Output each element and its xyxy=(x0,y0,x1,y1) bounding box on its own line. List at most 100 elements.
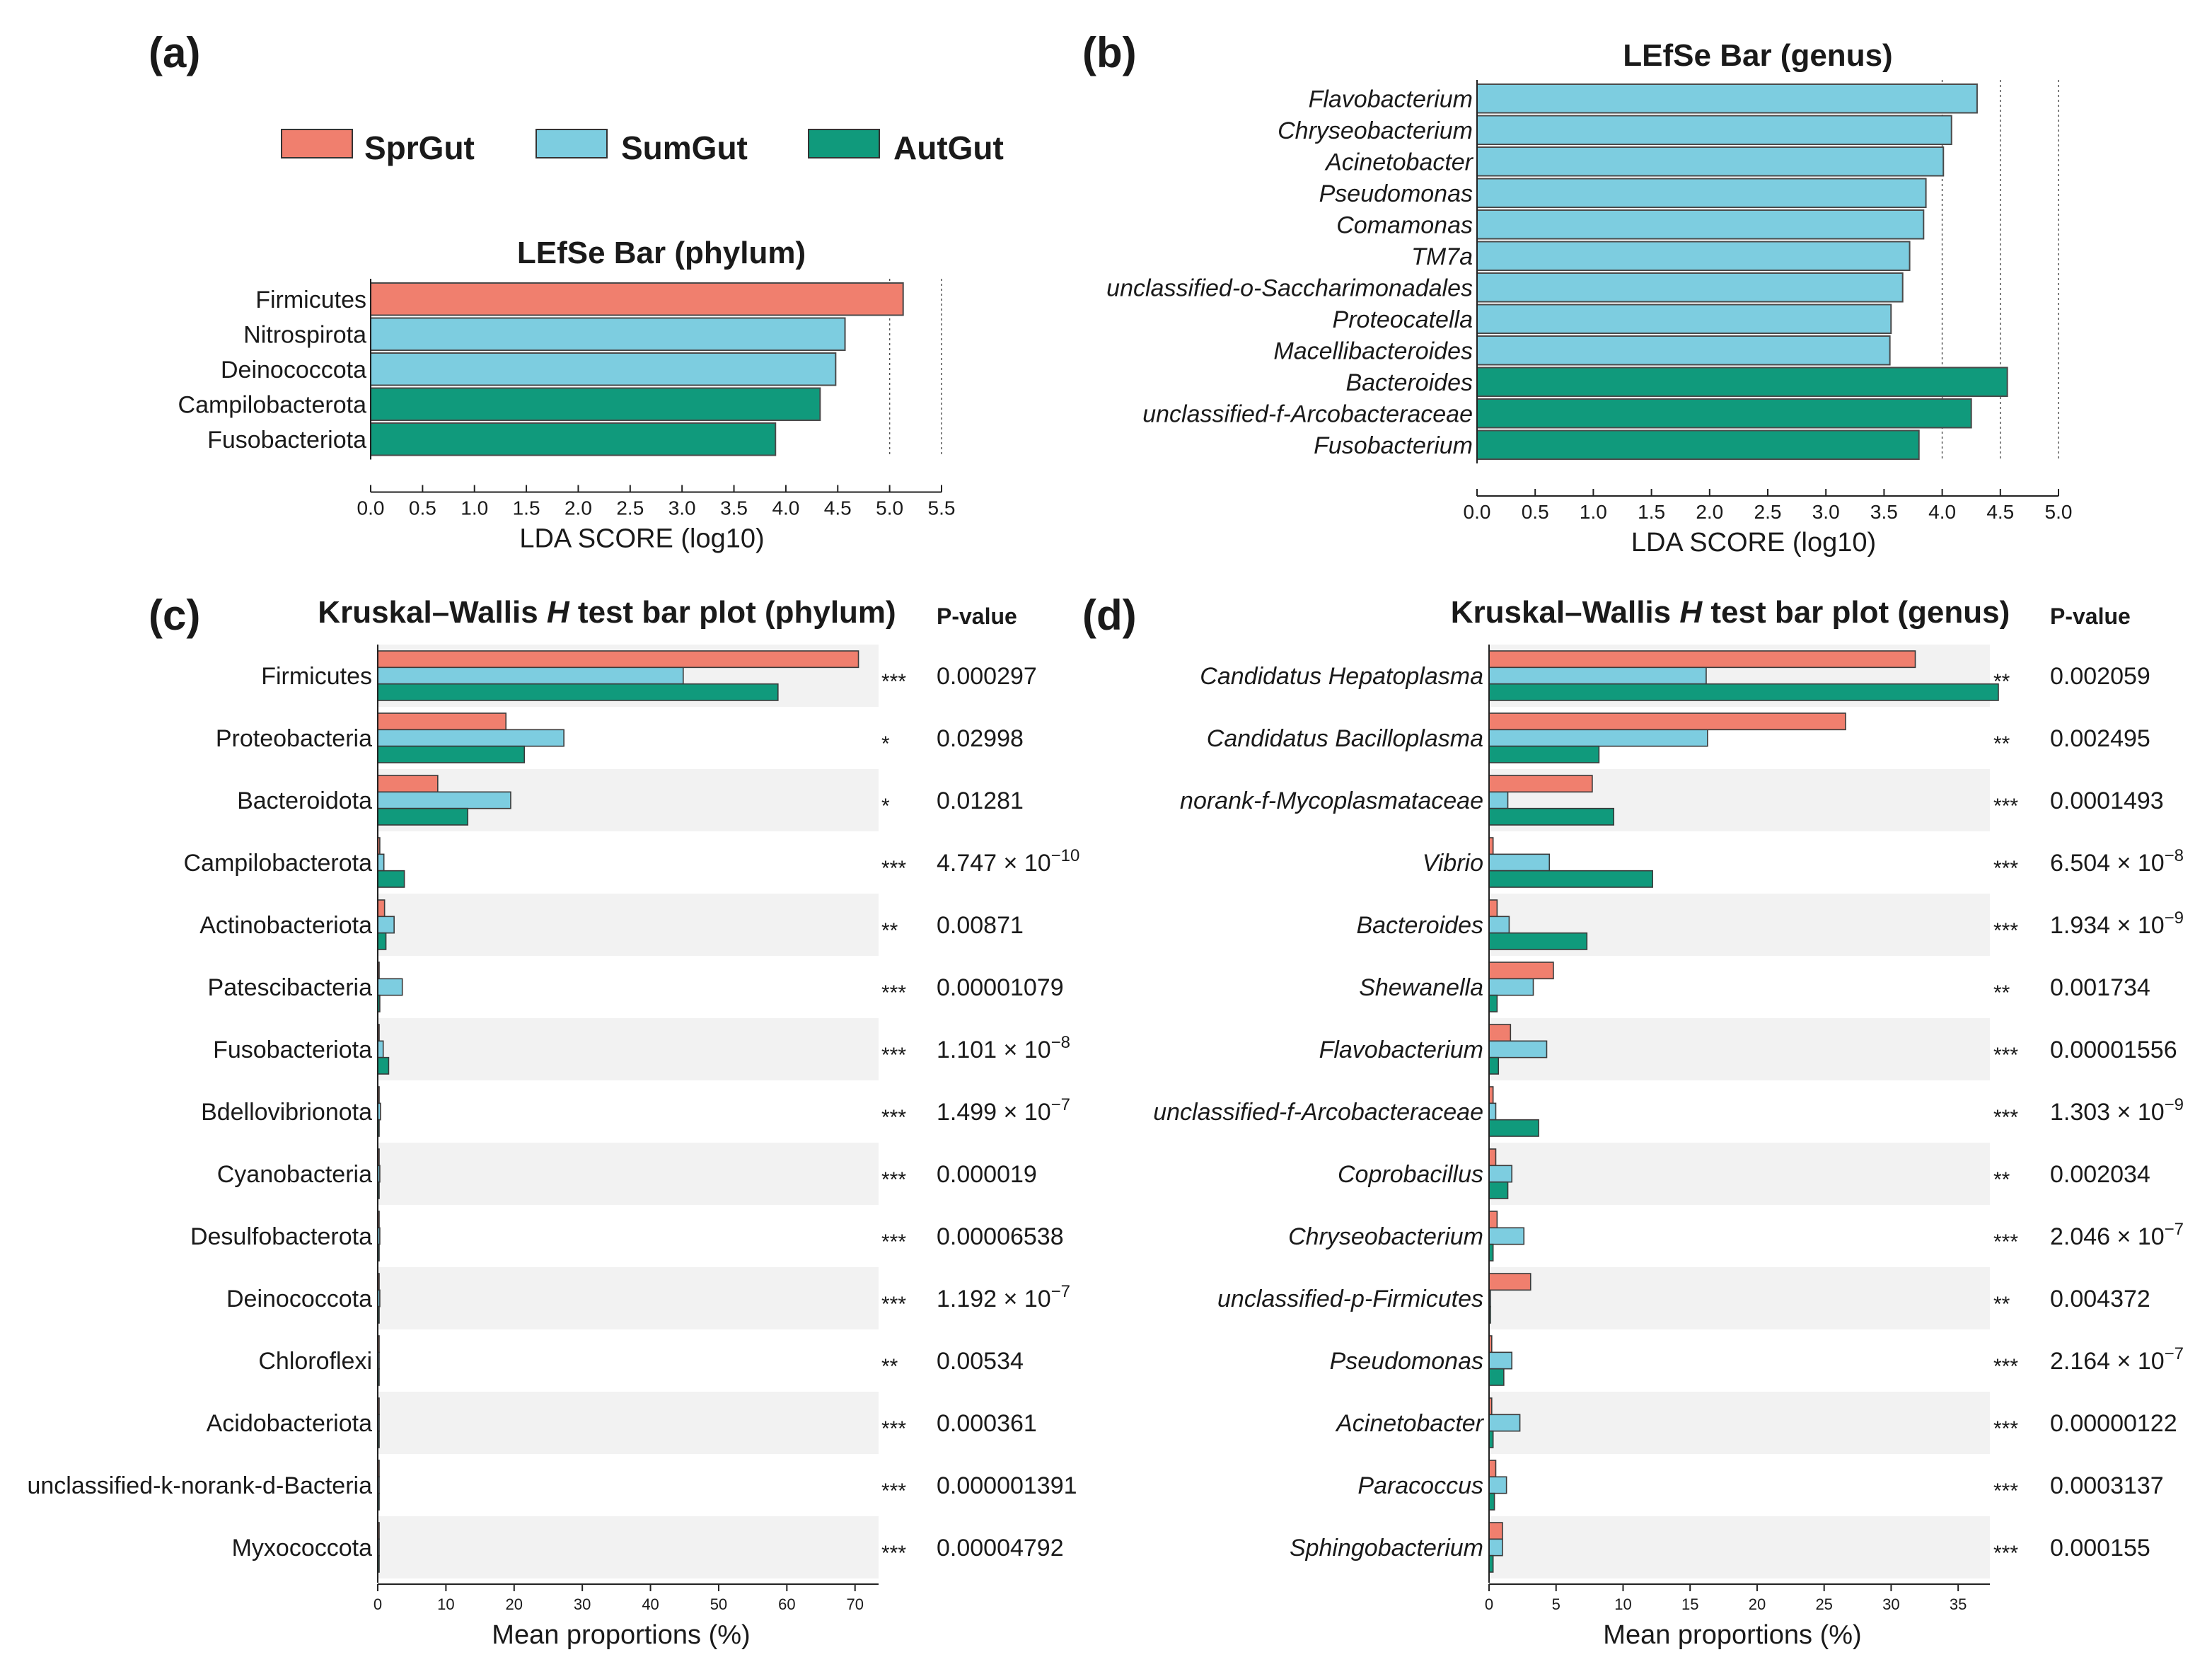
category-label: Sphingobacterium xyxy=(1290,1535,1483,1562)
pvalue-text: 0.000019 xyxy=(937,1161,1037,1188)
category-label: Patescibacteria xyxy=(208,974,373,1001)
bar-fusobacterium xyxy=(1476,429,1920,460)
category-label: unclassified-k-norank-d-Bacteria xyxy=(27,1472,372,1499)
bar-sphingobacterium-sprgut xyxy=(1488,1522,1503,1540)
x-tick-label: 3.5 xyxy=(720,497,748,519)
pvalue-text: 0.002495 xyxy=(2050,725,2150,752)
x-tick-label: 50 xyxy=(710,1595,727,1613)
category-label: TM7a xyxy=(1411,243,1473,270)
bar-shewanella-sumgut xyxy=(1488,978,1534,996)
category-label: Flavobacterium xyxy=(1309,86,1473,112)
category-label: Candidatus Hepatoplasma xyxy=(1200,663,1483,690)
panel-b-label: (b) xyxy=(1082,29,1137,76)
bar-proteocatella xyxy=(1476,304,1892,334)
bar-bacteroidota-sprgut xyxy=(377,775,439,793)
x-tick-label: 0 xyxy=(1485,1595,1493,1613)
x-tick-label: 0.5 xyxy=(409,497,436,519)
kruskal-phylum-chart: Kruskal–Wallis H test bar plot (phylum) P… xyxy=(27,595,1079,1650)
bar-pseudomonas-sumgut xyxy=(1488,1351,1513,1370)
bar-pseudomonas xyxy=(1476,178,1927,208)
category-label: Fusobacteriota xyxy=(213,1037,372,1063)
bar-acinetobacter-sumgut xyxy=(1488,1414,1521,1432)
x-tick-label: 5.5 xyxy=(928,497,956,519)
significance-stars: *** xyxy=(1993,1417,2018,1441)
bar-tm7a xyxy=(1476,241,1911,271)
category-label: Chloroflexi xyxy=(258,1348,372,1375)
significance-stars: *** xyxy=(1993,1044,2018,1067)
significance-stars: ** xyxy=(1993,670,2010,693)
x-tick-label: 1.5 xyxy=(1638,501,1665,523)
category-label: Proteocatella xyxy=(1333,306,1473,333)
pvalue-text: 0.002059 xyxy=(2050,663,2150,690)
row-stripe xyxy=(1489,1018,1990,1080)
row-stripe xyxy=(1489,1143,1990,1205)
x-tick-label: 15 xyxy=(1681,1595,1698,1613)
bar-bacteroidota-autgut xyxy=(377,807,469,826)
row-stripe xyxy=(1489,1392,1990,1454)
bar-campilobacterota-sumgut xyxy=(377,853,385,872)
row-stripe xyxy=(378,1392,879,1454)
row-stripe xyxy=(378,1267,879,1329)
significance-stars: *** xyxy=(881,1542,906,1565)
pvalue-text: 0.00004792 xyxy=(937,1535,1064,1562)
category-label: norank-f-Mycoplasmataceae xyxy=(1180,787,1483,814)
bar-fusobacteriota xyxy=(370,422,777,456)
pvalue-text: 1.499 × 10−7 xyxy=(937,1095,1070,1126)
category-label: Actinobacteriota xyxy=(199,912,372,939)
bar-firmicutes-sprgut xyxy=(377,650,859,669)
x-tick-label: 2.5 xyxy=(1754,501,1782,523)
x-tick-label: 0.5 xyxy=(1522,501,1549,523)
category-label: Acinetobacter xyxy=(1335,1410,1485,1437)
pvalue-text: 0.001734 xyxy=(2050,974,2150,1001)
significance-stars: *** xyxy=(1993,1230,2018,1254)
bar-coprobacillus-sumgut xyxy=(1488,1165,1513,1183)
bar-campilobacterota xyxy=(370,387,821,421)
x-tick-label: 5.0 xyxy=(2045,501,2073,523)
bar-firmicutes xyxy=(370,282,904,316)
category-label: Shewanella xyxy=(1359,974,1483,1001)
bar-unclassified-f-arcobacteraceae-autgut xyxy=(1488,1119,1539,1137)
bar-candidatus-hepatoplasma-sprgut xyxy=(1488,650,1916,669)
category-label: Proteobacteria xyxy=(216,725,372,752)
pvalue-text: 1.303 × 10−9 xyxy=(2050,1095,2184,1126)
x-tick-label: 1.0 xyxy=(1580,501,1607,523)
pvalue-text: 2.046 × 10−7 xyxy=(2050,1220,2184,1250)
bar-unclassified-f-arcobacteraceae xyxy=(1476,398,1972,429)
bar-acinetobacter xyxy=(1476,146,1945,177)
pvalue-text: 4.747 × 10−10 xyxy=(937,846,1079,877)
bar-norank-f-mycoplasmataceae-sumgut xyxy=(1488,791,1509,809)
significance-stars: *** xyxy=(1993,1106,2018,1129)
bar-bacteroides xyxy=(1476,366,2008,397)
x-tick-label: 20 xyxy=(1749,1595,1766,1613)
category-label: Bacteroides xyxy=(1356,912,1483,939)
bar-pseudomonas-autgut xyxy=(1488,1368,1505,1386)
legend-swatch-sumgut xyxy=(535,129,608,158)
bar-chryseobacterium-sumgut xyxy=(1488,1227,1525,1245)
pvalue-text: 2.164 × 10−7 xyxy=(2050,1344,2184,1375)
category-label: unclassified-f-Arcobacteraceae xyxy=(1153,1099,1483,1126)
pvalue-header: P-value xyxy=(937,604,1017,629)
bar-flavobacterium xyxy=(1476,83,1978,114)
pvalue-text: 0.00000122 xyxy=(2050,1410,2177,1437)
x-axis-title: Mean proportions (%) xyxy=(1603,1620,1861,1650)
category-label: Fusobacteriota xyxy=(207,427,366,454)
significance-stars: *** xyxy=(881,1230,906,1254)
row-stripe xyxy=(378,894,879,956)
significance-stars: ** xyxy=(1993,1293,2010,1316)
x-tick-label: 70 xyxy=(846,1595,863,1613)
x-tick-label: 30 xyxy=(1882,1595,1899,1613)
x-tick-label: 4.5 xyxy=(824,497,852,519)
pvalue-text: 0.00001079 xyxy=(937,974,1064,1001)
bar-actinobacteriota-sumgut xyxy=(377,916,395,934)
chart-title: Kruskal–Wallis H test bar plot (phylum) xyxy=(318,595,896,630)
category-label: Myxococcota xyxy=(232,1535,372,1562)
category-label: unclassified-f-Arcobacteraceae xyxy=(1142,400,1473,427)
bar-coprobacillus-autgut xyxy=(1488,1181,1509,1199)
bar-proteobacteria-sumgut xyxy=(377,729,564,747)
x-tick-label: 0 xyxy=(374,1595,382,1613)
bar-flavobacterium-sprgut xyxy=(1488,1024,1512,1042)
x-tick-label: 2.5 xyxy=(616,497,644,519)
category-label: Vibrio xyxy=(1423,850,1483,877)
bar-fusobacteriota-sumgut xyxy=(377,1040,384,1058)
category-label: Comamonas xyxy=(1336,212,1473,238)
